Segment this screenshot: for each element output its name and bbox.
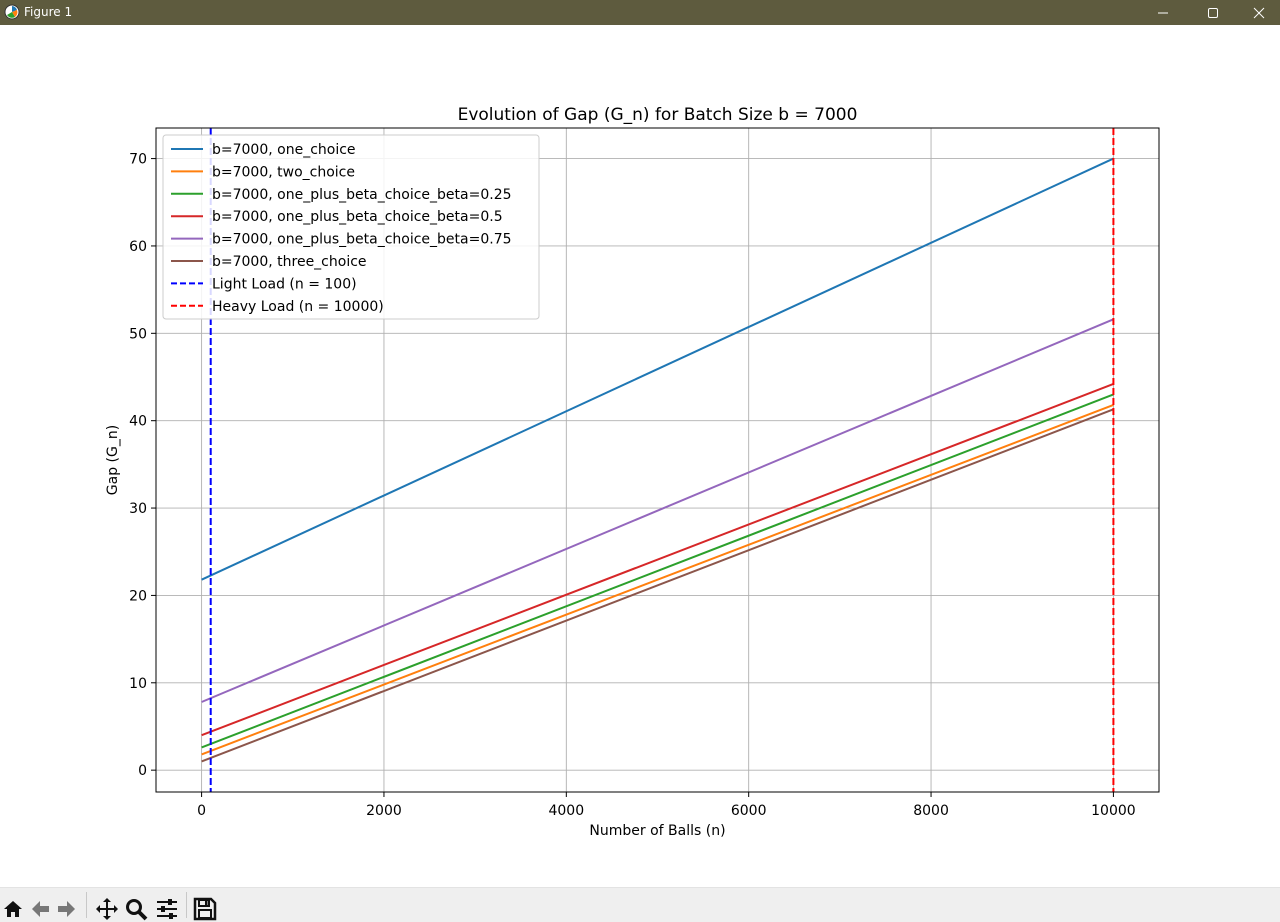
window-titlebar: Figure 1	[0, 0, 1280, 25]
minimize-button[interactable]	[1140, 0, 1186, 25]
home-button[interactable]	[0, 896, 26, 922]
legend-label: b=7000, two_choice	[212, 164, 355, 180]
pan-icon	[96, 898, 118, 920]
y-tick-label: 60	[129, 239, 147, 255]
y-tick-label: 40	[129, 414, 147, 430]
series-line-2	[201, 393, 1114, 749]
zoom-icon	[126, 899, 148, 921]
window-title: Figure 1	[24, 5, 73, 19]
y-tick-label: 0	[138, 763, 147, 779]
legend-label: b=7000, one_choice	[212, 142, 356, 158]
close-button[interactable]	[1236, 0, 1280, 25]
y-tick-label: 30	[129, 501, 147, 517]
y-axis-label: Gap (G_n)	[105, 425, 121, 495]
y-tick-label: 20	[129, 588, 147, 604]
x-tick-label: 4000	[548, 803, 584, 819]
x-tick-label: 0	[197, 803, 206, 819]
save-icon	[193, 897, 217, 921]
minimize-icon	[1158, 12, 1168, 13]
figure-canvas[interactable]: 0 2000 4000 6000 8000 10000 0 10 20 30 40 50 60 70 Evo…	[0, 25, 1280, 887]
save-button[interactable]	[192, 896, 218, 922]
legend-label: b=7000, three_choice	[212, 254, 367, 270]
x-tick-label: 2000	[366, 803, 402, 819]
x-tick-label: 6000	[731, 803, 767, 819]
y-tick-label: 70	[129, 152, 147, 168]
subplots-config-icon	[157, 899, 177, 919]
back-arrow-icon	[32, 901, 49, 917]
pan-button[interactable]	[94, 896, 120, 922]
y-tick-label: 10	[129, 676, 147, 692]
navigation-toolbar	[0, 887, 1280, 922]
series-line-0	[201, 157, 1114, 581]
x-tick-label: 8000	[913, 803, 949, 819]
legend-label: Heavy Load (n = 10000)	[212, 299, 384, 315]
close-icon	[1253, 7, 1265, 18]
x-tick-label: 10000	[1091, 803, 1136, 819]
configure-subplots-button[interactable]	[154, 896, 180, 922]
forward-button[interactable]	[54, 896, 80, 922]
forward-arrow-icon	[58, 901, 75, 917]
axes-frame	[155, 127, 1160, 793]
legend-label: b=7000, one_plus_beta_choice_beta=0.75	[212, 232, 512, 248]
legend-label: Light Load (n = 100)	[212, 276, 357, 292]
maximize-icon	[1208, 7, 1218, 18]
toolbar-separator	[186, 892, 187, 918]
back-button[interactable]	[27, 896, 53, 922]
series-line-3	[201, 383, 1114, 737]
chart-title: Evolution of Gap (G_n) for Batch Size b …	[458, 105, 858, 125]
maximize-button[interactable]	[1190, 0, 1236, 25]
x-axis-label: Number of Balls (n)	[589, 823, 725, 839]
series-line-5	[201, 408, 1114, 763]
zoom-button[interactable]	[123, 896, 149, 922]
line-chart: 0 2000 4000 6000 8000 10000 0 10 20 30 40 50 60 70 Evo…	[105, 105, 1160, 839]
legend-box	[162, 134, 540, 320]
series-line-1	[201, 404, 1114, 756]
home-icon	[4, 901, 22, 917]
matplotlib-logo-icon	[4, 4, 20, 20]
toolbar-separator	[86, 892, 87, 918]
legend-label: b=7000, one_plus_beta_choice_beta=0.5	[212, 209, 503, 225]
legend-label: b=7000, one_plus_beta_choice_beta=0.25	[212, 187, 512, 203]
series-line-4	[201, 318, 1114, 703]
y-tick-label: 50	[129, 326, 147, 342]
